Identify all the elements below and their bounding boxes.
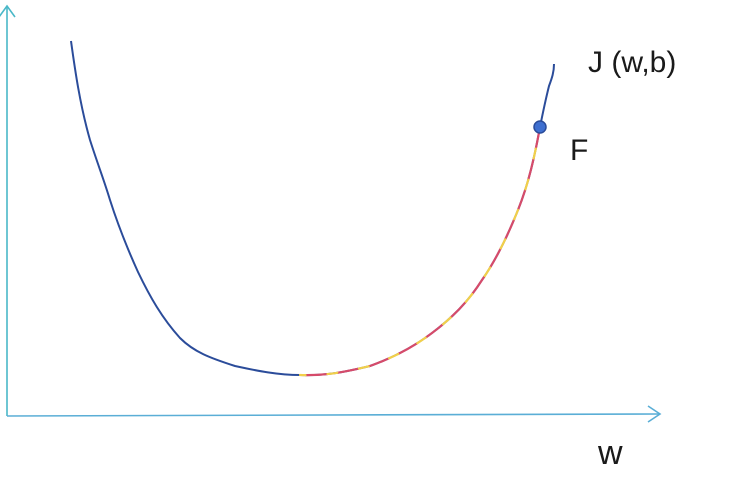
curve-label: J (w,b) bbox=[588, 46, 676, 79]
descent-path-yellow bbox=[298, 125, 542, 377]
y-axis-arrowhead bbox=[0, 4, 16, 18]
point-f-label: F bbox=[570, 134, 588, 167]
y-axis bbox=[0, 4, 16, 416]
x-axis-line bbox=[6, 413, 661, 417]
x-axis-arrowhead bbox=[647, 405, 662, 423]
point-f-marker bbox=[533, 120, 547, 134]
cost-curve bbox=[70, 40, 555, 377]
x-axis-label: w bbox=[597, 434, 623, 472]
descent-path-red bbox=[298, 125, 542, 377]
x-axis bbox=[6, 405, 662, 423]
